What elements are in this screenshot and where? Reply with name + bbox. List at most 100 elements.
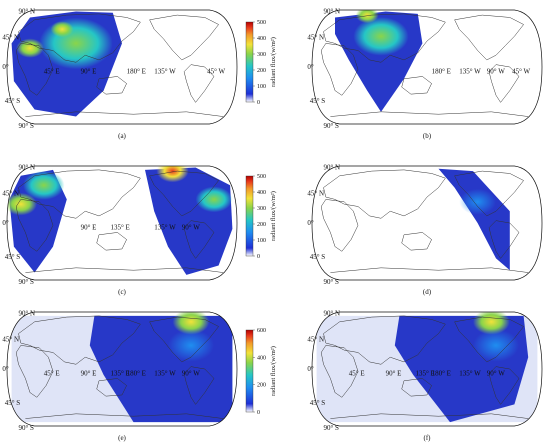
grid-label-lon-135e: 135° E bbox=[111, 224, 130, 232]
colorbar-ramp bbox=[245, 21, 254, 103]
grid-label-lon-45w: 45° W bbox=[207, 68, 225, 76]
grid-label-lon-135e: 135° E bbox=[416, 370, 435, 378]
flux-hotspot bbox=[459, 188, 496, 215]
flux-field bbox=[7, 10, 237, 124]
coastlines bbox=[15, 169, 224, 273]
panel-label: (a) bbox=[118, 132, 126, 140]
flux-hotspot bbox=[23, 170, 65, 200]
coastline-samerica bbox=[183, 220, 215, 259]
grid-label-lat-eq: 0° bbox=[2, 365, 9, 373]
grid-label-lat-s90: 90° S bbox=[19, 424, 35, 432]
colorbar-tick-label: 100 bbox=[257, 238, 266, 244]
colorbar-tick-label: 300 bbox=[257, 52, 266, 58]
grid-label-lat-n90: 90° N bbox=[19, 309, 36, 317]
grid-label-lat-s45: 45° S bbox=[5, 97, 21, 105]
grid-label-lat-eq: 0° bbox=[307, 63, 314, 71]
coastlines bbox=[320, 169, 529, 273]
flux-field bbox=[7, 166, 237, 280]
map-outline bbox=[311, 9, 543, 125]
colorbar-tick-label: 0 bbox=[257, 410, 260, 416]
flux-field bbox=[312, 10, 542, 124]
coastlines bbox=[15, 13, 224, 117]
coastline-namerica bbox=[454, 316, 524, 363]
grid-label-lat-n45: 45° N bbox=[2, 335, 19, 343]
grid-label-lon-90e: 90° E bbox=[81, 224, 97, 232]
colorbar-title: radiant flux/(w/m²) bbox=[270, 346, 277, 396]
coastline-australia bbox=[401, 232, 432, 251]
grid-label-lon-90w: 90° W bbox=[182, 224, 200, 232]
grid-label-lon-45w: 45° W bbox=[512, 68, 530, 76]
coastline-namerica bbox=[454, 170, 524, 217]
colorbar-tick-label: 200 bbox=[257, 383, 266, 389]
grid-label-lat-s90: 90° S bbox=[19, 278, 35, 286]
flux-hotspot bbox=[473, 329, 519, 362]
map-panel: 90° N 45° N 0° 45° S 90° S 45° E 90° E 180° E 13… bbox=[2, 7, 238, 140]
flux-hotspot bbox=[156, 166, 189, 183]
coastline-eurasia bbox=[323, 315, 446, 365]
grid-label-lon-180: 180° E bbox=[127, 370, 146, 378]
grid-label-lon-135e: 135° E bbox=[111, 370, 130, 378]
grid-label-lat-s90: 90° S bbox=[324, 424, 340, 432]
map-outline bbox=[6, 9, 238, 125]
colorbar: 500 400 300 200 100 0 radiant flux/(w/m²) bbox=[245, 174, 277, 260]
flux-hotspot bbox=[50, 21, 74, 38]
grid-label-lat-eq: 0° bbox=[2, 63, 9, 71]
colorbar-tick-label: 400 bbox=[257, 190, 266, 196]
map-panel: 90° N 45° N 0° 45° S 90° S 90° E 135° E 135° W 9… bbox=[2, 163, 238, 296]
map-panel: 90° N 45° N 0° 45° S 90° S 45° E 90° E 135° E18… bbox=[2, 309, 238, 442]
coastline-namerica bbox=[454, 14, 524, 61]
colorbar-tick-label: 0 bbox=[257, 254, 260, 260]
coastline-eurasia bbox=[323, 169, 446, 219]
grid-label-lat-s90: 90° S bbox=[324, 278, 340, 286]
grid-label-lon-45e: 45° E bbox=[349, 370, 365, 378]
coastlines bbox=[320, 315, 529, 419]
grid-label-lat-n90: 90° N bbox=[19, 163, 36, 171]
coastline-samerica bbox=[183, 366, 215, 405]
map-outline bbox=[6, 165, 238, 281]
colorbar-tick-label: 500 bbox=[257, 20, 266, 26]
map-outline bbox=[311, 165, 543, 281]
map-outline bbox=[6, 311, 238, 427]
map-panel: 90° N 45° N 0° 45° S 90° S 180° E 135° W 90° W 4… bbox=[307, 7, 543, 140]
grid-label-lon-90w: 90° W bbox=[487, 370, 505, 378]
grid-label-lat-n45: 45° N bbox=[307, 33, 324, 41]
grid-label-lon-135w: 135° W bbox=[459, 68, 481, 76]
flux-field bbox=[312, 166, 542, 280]
grid-label-lon-90e: 90° E bbox=[81, 370, 97, 378]
coastline-africa bbox=[320, 345, 359, 398]
coastline-australia bbox=[96, 378, 127, 397]
flux-hotspot bbox=[195, 186, 233, 213]
grid-label-lon-90e: 90° E bbox=[386, 370, 402, 378]
colorbar: 600 400 200 0 radiant flux/(w/m²) bbox=[245, 328, 277, 416]
flux-hotspot bbox=[353, 17, 409, 56]
coastline-australia bbox=[96, 232, 127, 251]
grid-label-lon-90w: 90° W bbox=[182, 370, 200, 378]
flux-hotspot bbox=[473, 312, 510, 335]
coastline-africa bbox=[320, 43, 359, 96]
coastline-namerica bbox=[149, 14, 219, 61]
colorbar-tick-label: 100 bbox=[257, 84, 266, 90]
coastline-eurasia bbox=[18, 169, 141, 219]
grid-label-lat-s90: 90° S bbox=[19, 122, 35, 130]
colorbar-tick-label: 400 bbox=[257, 36, 266, 42]
grid-label-lat-eq: 0° bbox=[307, 219, 314, 227]
grid-label-lat-n45: 45° N bbox=[307, 335, 324, 343]
flux-field bbox=[7, 312, 237, 426]
coastline-eurasia bbox=[18, 315, 141, 365]
flux-hotspot bbox=[16, 38, 44, 58]
colorbar: 500 400 300 200 100 0 radiant flux/(w/m²) bbox=[245, 20, 277, 106]
colorbar-tick-label: 0 bbox=[257, 100, 260, 106]
grid-label-lat-s45: 45° S bbox=[5, 253, 21, 261]
grid-label-lat-n45: 45° N bbox=[2, 33, 19, 41]
coastline-antarctica bbox=[25, 111, 224, 117]
flux-hotspot bbox=[172, 312, 210, 335]
coastlines bbox=[320, 13, 529, 117]
colorbar-tick-label: 400 bbox=[257, 355, 266, 361]
grid-label-lon-180: 180° E bbox=[432, 68, 451, 76]
coastline-antarctica bbox=[25, 267, 224, 273]
coastline-africa bbox=[15, 345, 54, 398]
colorbar-tick-label: 500 bbox=[257, 174, 266, 180]
flux-hotspot bbox=[168, 329, 214, 362]
coastline-samerica bbox=[488, 64, 520, 103]
